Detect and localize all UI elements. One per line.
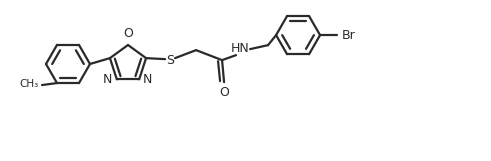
Text: N: N <box>143 73 153 86</box>
Text: O: O <box>219 86 229 99</box>
Text: Br: Br <box>342 29 356 42</box>
Text: HN: HN <box>231 42 249 55</box>
Text: CH₃: CH₃ <box>20 79 39 89</box>
Text: O: O <box>123 27 133 40</box>
Text: N: N <box>103 73 112 86</box>
Text: S: S <box>166 54 174 67</box>
